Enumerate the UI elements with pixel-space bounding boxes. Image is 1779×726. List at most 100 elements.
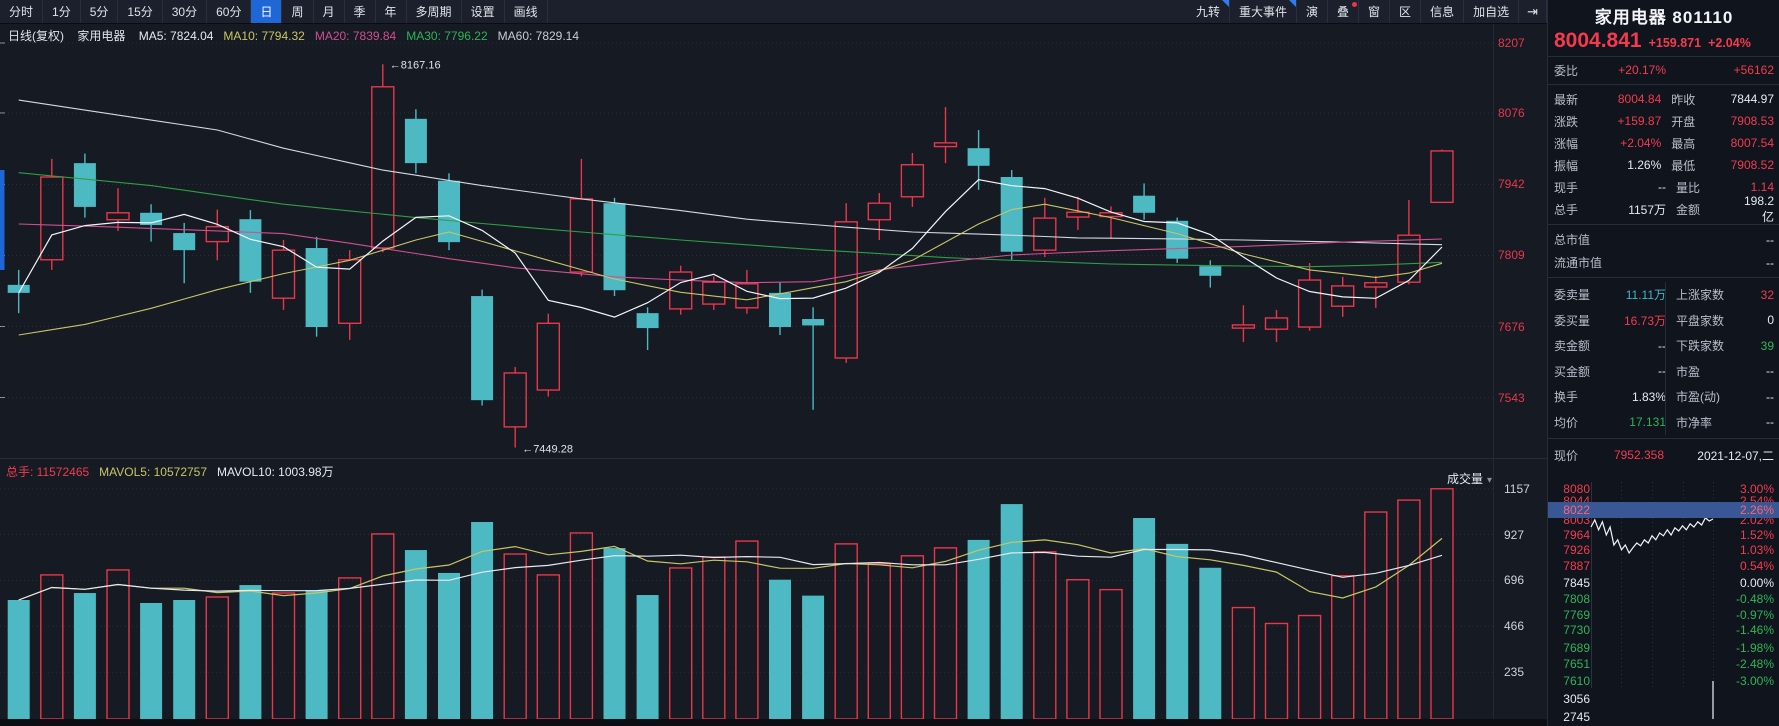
quote-stat-row: 卖金额 -- 下跌家数 39 xyxy=(1554,338,1774,354)
period-tab[interactable]: 季 xyxy=(345,0,376,23)
ladder-row: 8080 3.00% xyxy=(1563,482,1774,496)
price-tick-label: 7543 xyxy=(1498,390,1525,405)
period-tab[interactable]: 设置 xyxy=(462,0,505,23)
period-tab[interactable]: 周 xyxy=(282,0,314,23)
section-divider xyxy=(1548,277,1779,278)
quote-stat-row: 买金额 -- 市盈 -- xyxy=(1554,364,1774,379)
quote-full-row: 总市值 -- xyxy=(1554,232,1774,248)
volume-tick-label: 696 xyxy=(1504,573,1525,588)
period-tab[interactable]: 60分 xyxy=(207,0,252,23)
period-tab[interactable]: 画线 xyxy=(505,0,548,23)
volume-legend: 总手: 11572465 MAVOL5: 10572757 MAVOL10: 100… xyxy=(6,463,344,480)
volume-tick-label: 1157 xyxy=(1504,481,1530,496)
ma-legend-item: MA10: 7794.32 xyxy=(223,29,305,43)
ladder-row: 7964 1.52% xyxy=(1563,528,1774,542)
chevron-down-icon[interactable]: ▾ xyxy=(1486,475,1492,486)
period-tab[interactable]: 分时 xyxy=(0,0,44,23)
price-change: +159.871 xyxy=(1648,36,1702,50)
toolbar-action[interactable]: 重大事件 xyxy=(1230,0,1297,23)
period-tab[interactable]: 多周期 xyxy=(407,0,462,23)
price-tick-label: 7809 xyxy=(1498,248,1525,263)
quote-panel: 家用电器 801110 8004.841 +159.871 +2.04% 委比 … xyxy=(1547,0,1779,726)
corner-badge-icon xyxy=(1221,0,1229,7)
price-tick-label: 8076 xyxy=(1498,105,1525,120)
toolbar-action[interactable]: 区 xyxy=(1390,0,1422,23)
quote-stat-row: 换手 1.83% 市盈(动) -- xyxy=(1554,389,1774,405)
toolbar-action[interactable]: 信息 xyxy=(1421,0,1465,23)
toolbar-action[interactable]: 九转 xyxy=(1187,0,1230,23)
ladder-row: 7651 -2.48% xyxy=(1563,657,1774,671)
weibi-row: 委比 +20.17% +56162 xyxy=(1554,63,1774,78)
mini-intraday-chart[interactable]: 8080 3.00% 8044 2.54% 8003 2.02% 7964 1.52% 7926… xyxy=(1548,470,1779,726)
section-divider xyxy=(1548,56,1779,57)
quote-stat-row: 均价 17.131 市净率 -- xyxy=(1554,415,1774,430)
period-tab[interactable]: 1分 xyxy=(43,0,81,23)
main-chart-legend: 日线(复权) 家用电器 MA5: 7824.04 MA10: 7794.32 MA2… xyxy=(8,27,589,44)
period-tab[interactable]: 年 xyxy=(376,0,407,23)
volume-selector-label: 成交量 xyxy=(1446,472,1483,486)
volume-tick-label: 235 xyxy=(1504,665,1525,680)
period-tab[interactable]: 月 xyxy=(314,0,345,23)
period-tab[interactable]: 30分 xyxy=(163,0,208,23)
ladder-row-current: 8022 2.26% xyxy=(1548,502,1779,518)
period-tab[interactable]: 日 xyxy=(251,0,283,23)
ladder-row: 7769 -0.97% xyxy=(1563,608,1774,622)
quote-pair-row: 振幅 1.26% 最低 7908.52 xyxy=(1554,158,1774,173)
ladder-row: 7689 -1.98% xyxy=(1563,641,1774,655)
stats-column-divider xyxy=(1665,282,1666,435)
stock-title: 家用电器 801110 xyxy=(1594,8,1734,27)
notification-dot-icon xyxy=(1352,2,1358,7)
toolbar-spacer xyxy=(548,0,1187,23)
bottom-strip xyxy=(0,719,1547,726)
volume-indicator-selector[interactable]: 成交量 ▾ xyxy=(1420,470,1492,487)
vol-legend-item: MAVOL10: 1003.98万 xyxy=(217,465,334,479)
toolbar-action[interactable]: 加自选 xyxy=(1464,0,1520,23)
quote-pair-row: 现手 -- 量比 1.14 xyxy=(1554,180,1774,195)
ladder-row: 7845 0.00% xyxy=(1563,576,1774,590)
ladder-row: 7887 0.54% xyxy=(1563,559,1774,573)
period-tab[interactable]: 5分 xyxy=(81,0,119,23)
price-tick-label: 7942 xyxy=(1498,177,1525,192)
price-change-pct: +2.04% xyxy=(1708,36,1751,50)
candlestick-chart[interactable]: ←8167.16 ←7449.28 xyxy=(0,24,1493,460)
quote-stat-row: 委买量 16.73万 平盘家数 0 xyxy=(1554,313,1774,328)
volume-chart[interactable] xyxy=(0,458,1493,720)
svg-text:←8167.16: ←8167.16 xyxy=(390,59,441,71)
toolbar-action[interactable]: 窗 xyxy=(1359,0,1391,23)
mini-volume-scale-label: 3056 xyxy=(1563,692,1590,706)
spot-price-row: 现价 7952.358 2021-12-07,二 xyxy=(1554,448,1774,463)
section-divider xyxy=(1548,84,1779,85)
ladder-row: 7730 -1.46% xyxy=(1563,623,1774,637)
quote-full-row: 流通市值 -- xyxy=(1554,255,1774,271)
corner-badge-icon xyxy=(1289,0,1296,7)
ma-legend-item: MA30: 7796.22 xyxy=(406,29,488,43)
toolbar-action[interactable]: 演 xyxy=(1297,0,1329,23)
last-price: 8004.841 xyxy=(1554,29,1642,52)
svg-text:←7449.28: ←7449.28 xyxy=(522,444,573,456)
pane-divider xyxy=(0,458,1547,459)
quote-pair-row: 涨幅 +2.04% 最高 8007.54 xyxy=(1554,136,1774,151)
quote-pair-row: 最新 8004.84 昨收 7844.97 xyxy=(1554,92,1774,107)
quote-pair-row: 总手 1157万 金额 198.2亿 xyxy=(1554,193,1774,224)
section-divider xyxy=(1548,438,1779,439)
vol-legend-item: MAVOL5: 10572757 xyxy=(99,465,208,479)
ladder-row: 7808 -0.48% xyxy=(1563,592,1774,606)
price-line: 8004.841 +159.871 +2.04% xyxy=(1554,29,1776,53)
period-label: 日线(复权) xyxy=(8,29,64,43)
ladder-row: 7926 1.03% xyxy=(1563,543,1774,557)
mini-volume-scale-label: 2745 xyxy=(1563,710,1590,724)
volume-tick-label: 466 xyxy=(1504,619,1525,634)
price-tick-label: 7676 xyxy=(1498,319,1525,334)
quote-stat-row: 委卖量 11.11万 上涨家数 32 xyxy=(1554,287,1774,303)
toolbar-action[interactable]: 叠 xyxy=(1328,0,1360,23)
collapse-panel-icon[interactable]: ⇥ xyxy=(1519,0,1547,23)
ma-legend-item: MA20: 7839.84 xyxy=(314,29,397,43)
period-tab[interactable]: 15分 xyxy=(118,0,163,23)
vol-legend-item: 总手: 11572465 xyxy=(6,465,90,479)
section-divider xyxy=(1548,224,1779,225)
quote-pair-row: 涨跌 +159.87 开盘 7908.53 xyxy=(1554,114,1774,129)
ma-legend-item: MA60: 7829.14 xyxy=(497,29,580,43)
ladder-row: 7610 -3.00% xyxy=(1563,674,1774,688)
price-axis: 8207 8076 7942 7809 7676 7543 1157 927 696 466 235 xyxy=(1493,24,1547,719)
